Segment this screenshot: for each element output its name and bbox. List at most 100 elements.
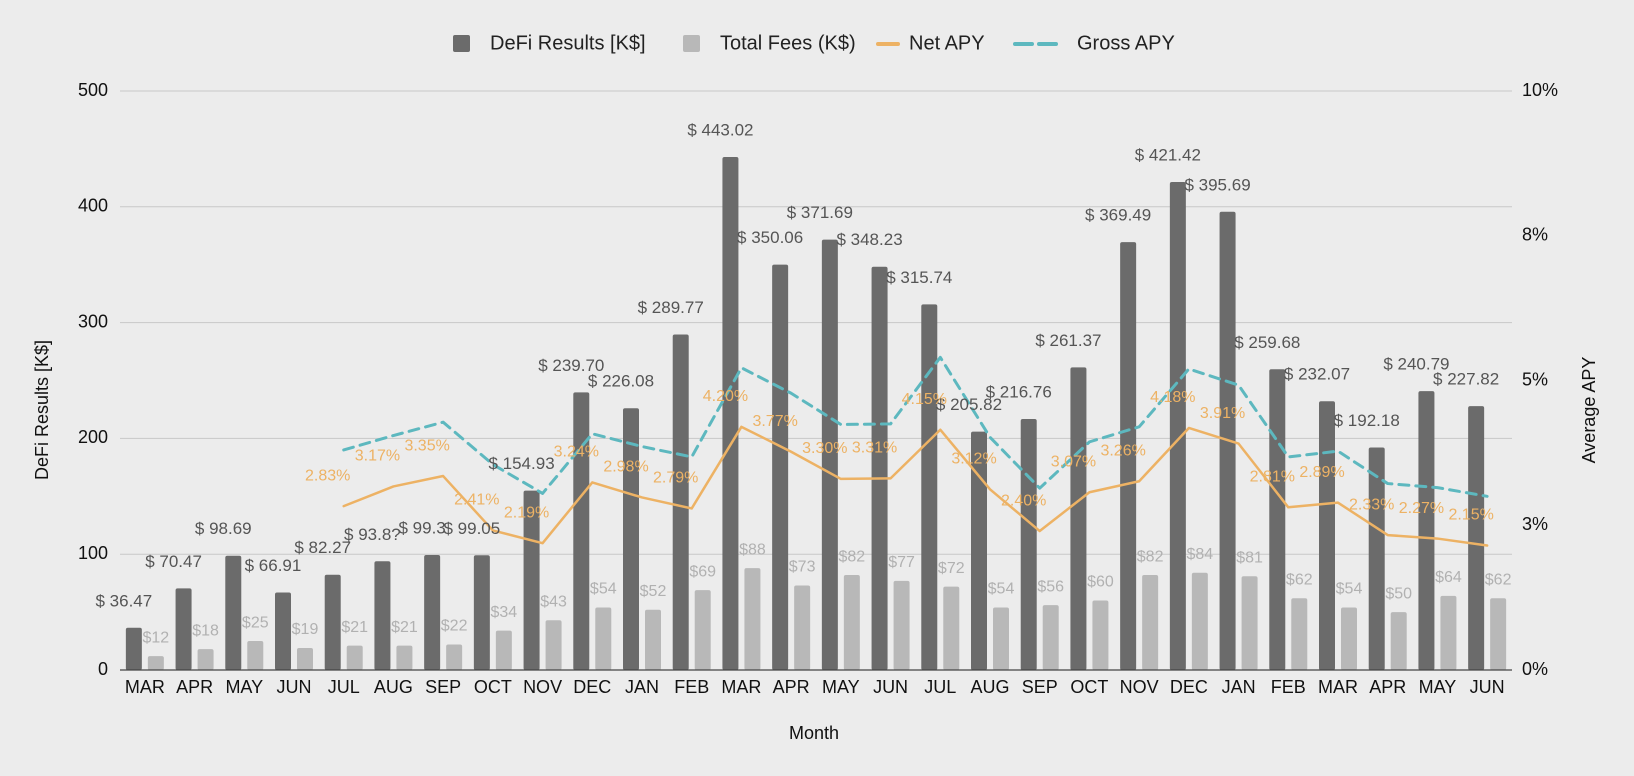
net-apy-data-label: 2.27%	[1399, 500, 1444, 517]
total-fees-bar	[943, 586, 960, 670]
net-apy-data-label: 3.35%	[404, 437, 449, 454]
legend-label: Total Fees (K$)	[720, 32, 856, 54]
y2-tick-label: 0%	[1522, 659, 1548, 679]
defi-results-data-label: $ 395.69	[1184, 175, 1250, 194]
bars-layer	[125, 156, 1507, 670]
net-apy-data-label: 3.77%	[752, 413, 797, 430]
net-apy-data-label: 4.15%	[902, 391, 947, 408]
total-fees-bar	[1241, 576, 1258, 670]
net-apy-data-label: 2.98%	[603, 459, 648, 476]
defi-results-data-label: $ 259.68	[1234, 333, 1300, 352]
y-tick-label: 300	[78, 311, 108, 331]
x-tick-label: JUN	[1470, 677, 1505, 697]
defi-results-bar	[1368, 447, 1385, 670]
defi-results-data-label: $ 205.82	[936, 395, 1002, 414]
total-fees-bar	[1092, 600, 1109, 670]
total-fees-bar	[1291, 598, 1308, 670]
defi-results-bar	[1269, 369, 1286, 670]
total-fees-bar	[1390, 612, 1407, 670]
defi-results-data-label: $ 99.05	[443, 519, 500, 538]
defi-results-data-label: $ 289.77	[638, 298, 704, 317]
total-fees-bar	[346, 645, 363, 670]
total-fees-data-label: $88	[739, 541, 766, 558]
legend-swatch	[683, 35, 700, 52]
x-tick-label: MAY	[1419, 677, 1457, 697]
y-tick-label: 0	[98, 659, 108, 679]
defi-results-bar	[1468, 406, 1485, 670]
total-fees-data-label: $77	[888, 554, 915, 571]
total-fees-data-label: $12	[143, 629, 170, 646]
defi-results-data-label: $ 227.82	[1433, 370, 1499, 389]
net-apy-data-label: 3.17%	[355, 448, 400, 465]
defi-results-bar	[374, 561, 391, 670]
defi-results-data-label: $ 421.42	[1135, 145, 1201, 164]
defi-results-bar	[772, 264, 789, 670]
defi-results-data-label: $ 226.08	[588, 372, 654, 391]
total-fees-bar	[645, 609, 661, 670]
net-apy-data-label: 3.91%	[1200, 405, 1245, 422]
defi-results-data-label: $ 443.02	[687, 120, 753, 139]
total-fees-bar	[794, 585, 811, 670]
total-fees-bar	[396, 645, 413, 670]
net-apy-data-label: 2.40%	[1001, 492, 1046, 509]
defi-results-bar	[1070, 367, 1087, 670]
total-fees-data-label: $72	[938, 560, 965, 577]
net-apy-data-label: 2.89%	[1299, 464, 1344, 481]
total-fees-bar	[1142, 575, 1159, 670]
defi-results-bar	[672, 334, 689, 670]
x-tick-label: DEC	[1170, 677, 1208, 697]
net-apy-data-label: 2.15%	[1448, 507, 1493, 524]
total-fees-bar	[1191, 572, 1208, 670]
x-tick-label: JAN	[625, 677, 659, 697]
total-fees-data-label: $82	[1137, 548, 1164, 565]
total-fees-bar	[197, 649, 214, 670]
net-apy-line	[342, 425, 1489, 547]
defi-results-bar	[921, 304, 938, 670]
defi-results-bar	[971, 431, 987, 670]
y2-axis-title: Average APY	[1579, 357, 1599, 464]
x-tick-label: APR	[1369, 677, 1406, 697]
x-tick-label: SEP	[1022, 677, 1058, 697]
defi-results-data-label: $ 348.23	[836, 230, 902, 249]
total-fees-data-label: $84	[1187, 546, 1214, 563]
x-tick-label: MAY	[822, 677, 860, 697]
defi-results-data-label: $ 66.91	[245, 556, 302, 575]
x-tick-label: MAY	[225, 677, 263, 697]
total-fees-bar	[495, 630, 512, 670]
net-apy-data-label: 4.20%	[703, 388, 748, 405]
total-fees-bar	[893, 580, 910, 670]
net-apy-data-label: 3.12%	[951, 451, 996, 468]
y2-tick-label: 3%	[1522, 514, 1548, 534]
defi-results-bar	[1120, 242, 1137, 670]
total-fees-data-label: $56	[1037, 578, 1064, 595]
total-fees-data-label: $50	[1385, 585, 1412, 602]
total-fees-data-label: $82	[839, 548, 866, 565]
net-apy-data-label: 3.31%	[852, 440, 897, 457]
x-tick-label: OCT	[474, 677, 512, 697]
total-fees-data-label: $54	[590, 581, 617, 598]
total-fees-data-label: $69	[689, 563, 716, 580]
net-apy-data-label: 2.81%	[1250, 469, 1295, 486]
defi-results-bar	[424, 555, 441, 670]
defi-results-bar	[623, 408, 639, 670]
total-fees-data-label: $60	[1087, 574, 1114, 591]
defi-results-bar	[473, 555, 490, 670]
total-fees-data-label: $64	[1435, 569, 1462, 586]
x-tick-label: SEP	[425, 677, 461, 697]
defi-results-data-label: $ 369.49	[1085, 206, 1151, 225]
legend-label: Net APY	[909, 32, 985, 54]
net-apy-data-label: 2.83%	[305, 467, 350, 484]
y-tick-label: 500	[78, 80, 108, 100]
net-apy-data-label: 2.79%	[653, 470, 698, 487]
defi-results-bar	[1319, 401, 1335, 670]
total-fees-bar	[1341, 607, 1357, 670]
x-tick-label: MAR	[721, 677, 761, 697]
defi-results-bar	[871, 266, 888, 670]
defi-results-bar	[1418, 391, 1435, 670]
legend-label: DeFi Results [K$]	[490, 32, 646, 54]
x-tick-label: AUG	[970, 677, 1009, 697]
defi-results-data-label: $ 82.27	[294, 538, 351, 557]
total-fees-data-label: $18	[192, 622, 219, 639]
total-fees-data-label: $22	[441, 618, 468, 635]
